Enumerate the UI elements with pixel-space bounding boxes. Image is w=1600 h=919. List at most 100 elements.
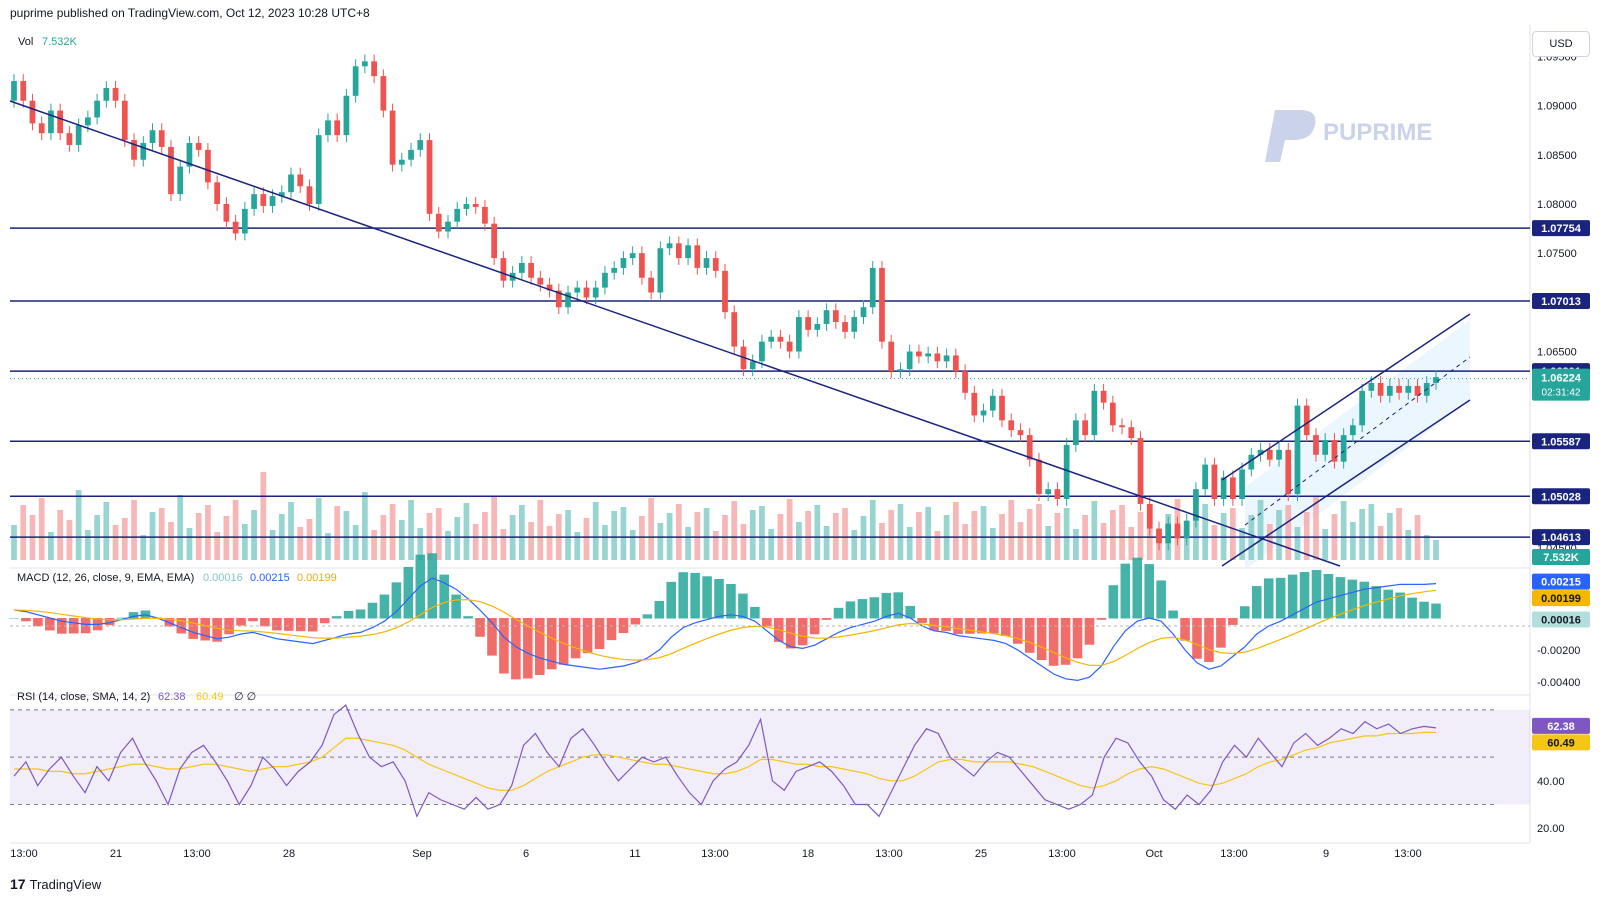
volume-bar bbox=[1109, 510, 1116, 560]
volume-bar bbox=[140, 535, 147, 560]
macd-histogram-bar bbox=[116, 617, 127, 619]
time-tick-label: 13:00 bbox=[1220, 848, 1248, 860]
macd-histogram-bar bbox=[965, 618, 975, 634]
candle-body bbox=[445, 221, 451, 232]
volume-bar bbox=[851, 530, 858, 560]
candle-body bbox=[528, 262, 534, 278]
rsi-legend-value: 62.38 bbox=[158, 691, 186, 703]
candle-body bbox=[214, 182, 221, 204]
macd-histogram-bar bbox=[1383, 589, 1393, 619]
candle-body bbox=[48, 110, 54, 134]
volume-badge-bg bbox=[1532, 549, 1590, 565]
candle-body bbox=[583, 287, 590, 298]
macd-histogram-bar bbox=[296, 618, 306, 632]
macd-histogram-bar bbox=[893, 592, 904, 619]
volume-bar bbox=[1128, 527, 1135, 560]
volume-bar bbox=[731, 501, 738, 560]
watermark-text: PUPRIME bbox=[1323, 119, 1432, 146]
candle-body bbox=[85, 117, 91, 126]
volume-bar bbox=[583, 518, 590, 560]
volume-bar bbox=[11, 525, 17, 560]
volume-bar bbox=[925, 507, 932, 560]
macd-histogram-bar bbox=[1228, 618, 1238, 625]
volume-bar bbox=[371, 530, 377, 560]
macd-badge: 0.00215 bbox=[1541, 577, 1581, 589]
macd-histogram-bar bbox=[319, 618, 330, 624]
macd-histogram-bar bbox=[21, 618, 31, 622]
volume-bar bbox=[352, 525, 359, 560]
macd-histogram-bar bbox=[176, 618, 187, 634]
volume-bar bbox=[703, 508, 710, 560]
volume-bar bbox=[288, 502, 294, 560]
currency-button[interactable]: USD bbox=[1532, 31, 1590, 57]
volume-bar bbox=[343, 511, 350, 560]
macd-histogram-bar bbox=[606, 618, 617, 641]
volume-bar bbox=[85, 530, 91, 560]
volume-bar bbox=[694, 512, 701, 560]
macd-legend-title[interactable]: MACD (12, 26, close, 9, EMA, EMA) bbox=[17, 572, 194, 584]
candle-body bbox=[158, 130, 165, 147]
candle-body bbox=[278, 192, 285, 197]
candle-body bbox=[205, 149, 211, 183]
macd-legend-signal: 0.00199 bbox=[297, 572, 337, 584]
volume-bar bbox=[121, 518, 128, 560]
volume-bar bbox=[260, 472, 267, 560]
candle-body bbox=[251, 194, 257, 209]
volume-bar bbox=[251, 510, 257, 560]
candle-body bbox=[768, 336, 775, 342]
channel-upper-line[interactable] bbox=[1221, 313, 1471, 481]
time-tick-label: 13:00 bbox=[10, 848, 38, 860]
volume-bar bbox=[1405, 530, 1412, 560]
volume-bar bbox=[814, 505, 821, 560]
candle-body bbox=[1331, 440, 1338, 462]
macd-histogram-bar bbox=[1251, 586, 1262, 619]
candle-body bbox=[1350, 425, 1356, 436]
candle-body bbox=[888, 341, 895, 372]
rsi-legend-title[interactable]: RSI (14, close, SMA, 14, 2) bbox=[17, 691, 150, 703]
candle-body bbox=[620, 258, 627, 268]
volume-bar bbox=[546, 526, 553, 560]
candle-body bbox=[971, 392, 978, 416]
volume-bar bbox=[916, 512, 922, 560]
volume-bar bbox=[888, 510, 895, 560]
volume-bar bbox=[1396, 508, 1402, 560]
volume-bar bbox=[869, 500, 876, 560]
volume-bar bbox=[362, 492, 368, 560]
macd-histogram-bar bbox=[702, 576, 712, 619]
rsi-sma-badge-bg bbox=[1532, 734, 1590, 751]
candle-body bbox=[1183, 520, 1190, 539]
candle-body bbox=[112, 87, 119, 101]
candle-body bbox=[103, 87, 110, 101]
channel-lower-line[interactable] bbox=[1221, 399, 1471, 567]
volume-bar bbox=[842, 508, 848, 560]
candle-body bbox=[1433, 377, 1439, 383]
macd-histogram-bar bbox=[1335, 577, 1346, 619]
macd-histogram-bar bbox=[618, 618, 629, 633]
macd-histogram-bar bbox=[1108, 585, 1119, 619]
volume-bar bbox=[805, 511, 811, 560]
candle-body bbox=[75, 125, 82, 145]
volume-bar bbox=[897, 504, 904, 560]
candle-body bbox=[823, 310, 830, 324]
tradingview-logo-icon: 17 bbox=[10, 876, 26, 892]
macd-histogram-bar bbox=[463, 616, 473, 619]
macd-histogram-bar bbox=[1036, 618, 1047, 661]
rsi-line bbox=[13, 704, 1437, 818]
candle-body bbox=[1100, 390, 1107, 403]
volume-bar bbox=[906, 527, 913, 560]
volume-bar bbox=[1008, 500, 1015, 560]
candle-body bbox=[1248, 454, 1255, 470]
tradingview-logo[interactable]: 17 TradingView bbox=[10, 876, 101, 892]
macd-histogram-bar bbox=[1395, 592, 1405, 619]
volume-bar bbox=[463, 503, 470, 560]
volume-bar bbox=[1340, 501, 1347, 560]
volume-bar bbox=[1276, 510, 1282, 560]
downtrend-line[interactable] bbox=[9, 100, 1341, 567]
volume-bar bbox=[1036, 504, 1042, 560]
macd-histogram-bar bbox=[248, 618, 258, 622]
macd-histogram-bar bbox=[499, 618, 509, 674]
candle-body bbox=[989, 395, 996, 411]
candle-body bbox=[611, 267, 618, 273]
candle-body bbox=[537, 277, 544, 285]
